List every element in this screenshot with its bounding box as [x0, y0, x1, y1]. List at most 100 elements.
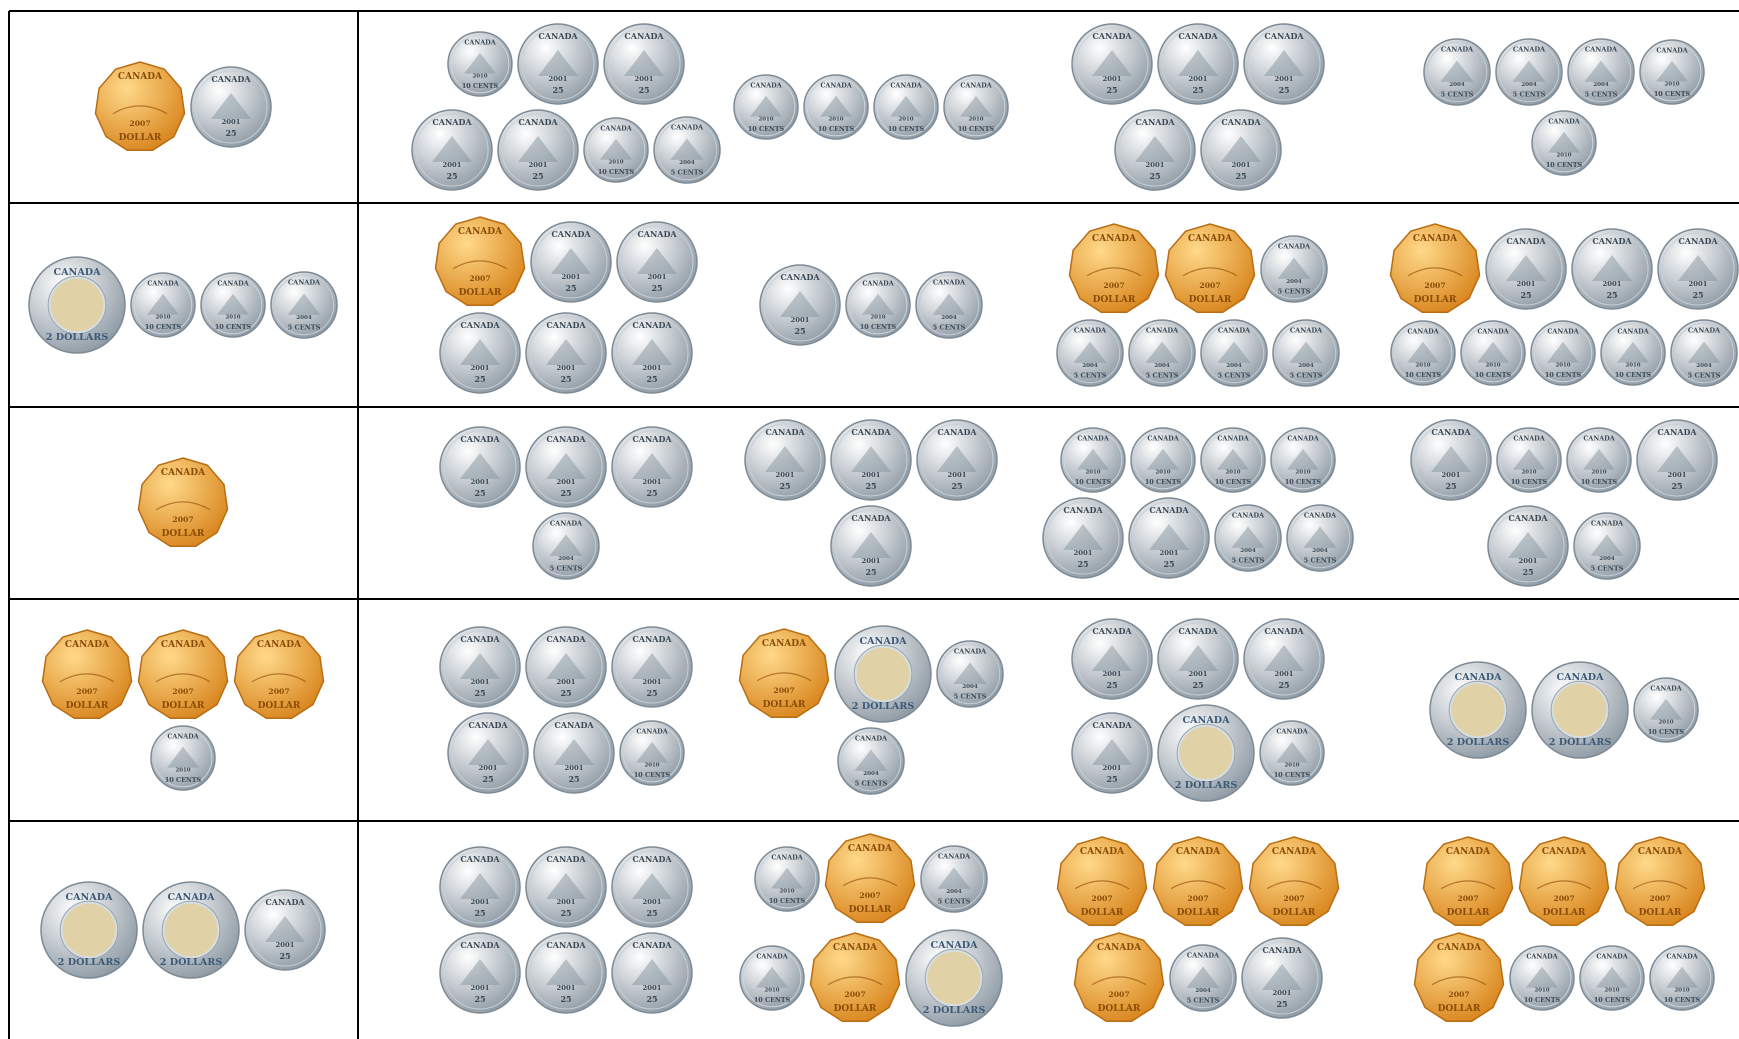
coin-art: [624, 50, 664, 76]
coin-art: [820, 95, 852, 117]
coin-art: [155, 673, 211, 683]
coin-denomination: 10 CENTS: [215, 323, 252, 331]
coin-art: [1477, 341, 1509, 363]
coin-country: CANADA: [771, 853, 803, 861]
coin-year: 2004: [863, 771, 879, 777]
coin-denomination: DOLLAR: [1098, 1004, 1141, 1014]
coin-country: CANADA: [1218, 327, 1251, 335]
coin: CANADA 25 2001: [1128, 497, 1210, 579]
coin-denomination: 10 CENTS: [634, 771, 671, 779]
coin: CANADA 5 CENTS 2004: [1286, 504, 1354, 572]
coin-year: 2001: [643, 984, 662, 992]
coin-art: [217, 293, 249, 315]
coin-art: [1149, 524, 1189, 550]
coin: CANADA 5 CENTS 2004: [1056, 319, 1124, 387]
coin-denomination: 25: [474, 688, 485, 698]
coin-denomination: 10 CENTS: [958, 125, 995, 133]
coin-country: CANADA: [288, 279, 321, 287]
coin-body: [583, 117, 649, 183]
coin-denomination: DOLLAR: [1543, 908, 1586, 918]
coin-body: [1410, 419, 1492, 501]
coin-denomination: 5 CENTS: [1585, 90, 1618, 98]
coin-rim: [1569, 430, 1629, 490]
coin-denomination: 10 CENTS: [1581, 478, 1618, 486]
coin-year: 2010: [764, 988, 779, 994]
coin-country: CANADA: [1272, 847, 1317, 857]
coin-year: 2001: [471, 984, 490, 992]
coin-denomination: 25: [865, 481, 876, 491]
coin-year: 2010: [644, 763, 659, 769]
coin: CANADA 2 DOLLARS: [1531, 661, 1629, 759]
coin-art: [1287, 448, 1319, 470]
coin: CANADA 2 DOLLARS: [40, 881, 138, 979]
coin-denomination: 25: [552, 85, 563, 95]
coin-year: 2007: [268, 687, 289, 696]
coin-year: 2010: [1155, 470, 1170, 476]
coin-country: CANADA: [546, 634, 586, 644]
coin-year: 2004: [946, 889, 962, 895]
coin-country: CANADA: [636, 727, 668, 735]
coin-country: CANADA: [161, 468, 206, 478]
coin-body: [411, 109, 493, 191]
coin-body: [1487, 505, 1569, 587]
coin-rim: [1217, 507, 1279, 569]
coin-year: 2001: [1103, 670, 1122, 678]
coin-denomination: 5 CENTS: [954, 692, 987, 700]
coin-art: [112, 105, 168, 115]
coin-denomination: 2 DOLLARS: [46, 332, 109, 343]
coin-art: [632, 873, 672, 899]
coin-body: [130, 272, 196, 338]
coin-denomination: DOLLAR: [1447, 908, 1490, 918]
coin-art: [1657, 446, 1697, 472]
coin-year: 2010: [175, 768, 190, 774]
coin-year: 2001: [862, 471, 881, 479]
coin-country: CANADA: [1077, 434, 1109, 442]
coin-denomination: 10 CENTS: [462, 82, 499, 90]
coin-rim: [273, 274, 335, 336]
coin-art: [1536, 880, 1592, 890]
coin: CANADA 10 CENTS 2010: [1649, 945, 1715, 1011]
coin-country: CANADA: [1149, 505, 1189, 515]
coin-country: CANADA: [833, 943, 878, 953]
coin: CANADA 10 CENTS 2010: [1639, 39, 1705, 105]
coin-denomination: 2 DOLLARS: [160, 957, 223, 968]
coin-country: CANADA: [1477, 327, 1509, 335]
coin-art: [960, 95, 992, 117]
coin-art: [464, 52, 496, 74]
coin-year: 2001: [471, 364, 490, 372]
coin-year: 2010: [1485, 363, 1500, 369]
coin-denomination: DOLLAR: [162, 701, 205, 711]
coin-rim: [840, 730, 902, 792]
coin-year: 2010: [155, 315, 170, 321]
coin-rim: [1393, 323, 1453, 383]
coin: CANADA 25 2001: [525, 426, 607, 508]
coin-body: [1130, 427, 1196, 493]
coin-country: CANADA: [53, 267, 101, 278]
coin-year: 2004: [1082, 363, 1098, 369]
coin-year: 2010: [1625, 363, 1640, 369]
coin-rim: [923, 848, 985, 910]
coin-country: CANADA: [851, 427, 891, 437]
coin-art: [750, 95, 782, 117]
coin-art: [1584, 60, 1618, 82]
coin-art: [1583, 448, 1615, 470]
coin-rim: [1275, 322, 1337, 384]
coin-year: 2004: [1286, 279, 1302, 285]
coin-art: [1178, 50, 1218, 76]
coin-rim: [742, 948, 802, 1008]
coin-denomination: 10 CENTS: [1546, 161, 1583, 169]
coin-art: [1077, 448, 1109, 470]
coin-body: [936, 640, 1004, 708]
coin-denomination: 10 CENTS: [754, 996, 791, 1004]
coin-art: [147, 293, 179, 315]
coin-country: CANADA: [890, 81, 922, 89]
coin: CANADA 25 2001: [759, 264, 841, 346]
coin-rim: [443, 630, 517, 704]
coin-denomination: 25: [1276, 999, 1287, 1009]
coin-art: [1407, 341, 1439, 363]
coin-year: 2001: [1273, 989, 1292, 997]
table-grid: [8, 10, 1739, 1039]
coin-rim: [1512, 948, 1572, 1008]
coin-year: 2007: [859, 891, 880, 900]
coin-rim: [534, 225, 608, 299]
